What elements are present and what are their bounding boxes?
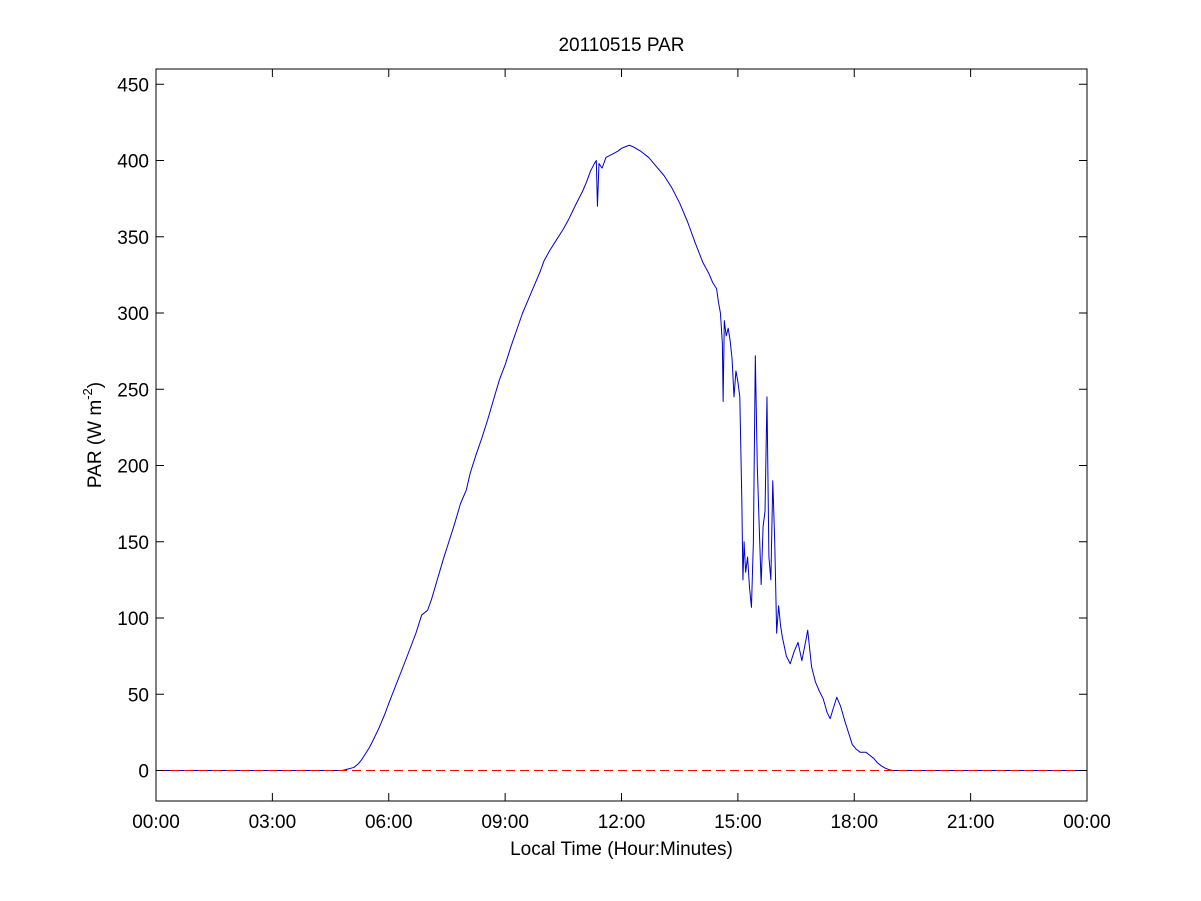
- y-axis-label: PAR (W m-2): [80, 382, 106, 488]
- plot-area: [156, 69, 1087, 801]
- y-tick-label: 300: [117, 304, 149, 325]
- x-tick-label: 09:00: [481, 812, 529, 833]
- data-layer: [156, 144, 1087, 771]
- x-tick-label: 21:00: [947, 812, 995, 833]
- par-series-line: [156, 144, 1087, 771]
- y-axis-label-close: ): [85, 382, 106, 388]
- y-tick-label: 400: [117, 152, 149, 173]
- x-tick-label: 12:00: [598, 812, 646, 833]
- chart-title: 20110515 PAR: [558, 35, 684, 56]
- x-axis-label: Local Time (Hour:Minutes): [510, 839, 733, 860]
- y-axis-label-superscript: -2: [80, 388, 95, 400]
- tick-layer: 00:00 03:00 06:00 09:00 12:00 15:00 18:00 21:00…: [117, 69, 1111, 833]
- y-tick-label: 50: [128, 685, 149, 706]
- y-tick-label: 250: [117, 380, 149, 401]
- y-axis-label-main: PAR (W m: [85, 400, 106, 488]
- x-tick-label: 15:00: [714, 812, 762, 833]
- y-tick-label: 0: [138, 762, 149, 783]
- x-tick-label: 00:00: [132, 812, 180, 833]
- x-tick-label: 18:00: [830, 812, 878, 833]
- y-tick-label: 100: [117, 609, 149, 630]
- y-tick-label: 200: [117, 457, 149, 478]
- x-tick-label: 06:00: [365, 812, 413, 833]
- y-tick-label: 350: [117, 228, 149, 249]
- x-tick-label: 03:00: [249, 812, 297, 833]
- y-tick-label: 450: [117, 75, 149, 96]
- x-tick-label: 00:00: [1063, 812, 1111, 833]
- y-tick-label: 150: [117, 533, 149, 554]
